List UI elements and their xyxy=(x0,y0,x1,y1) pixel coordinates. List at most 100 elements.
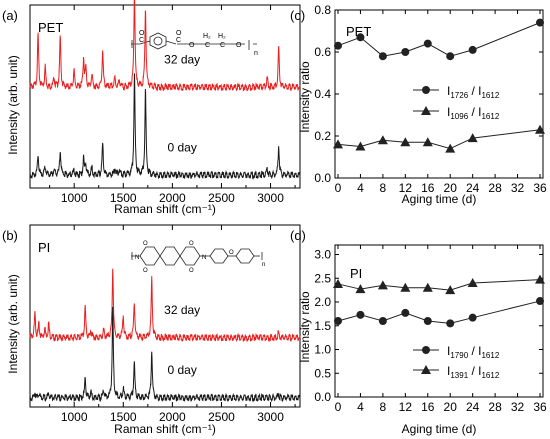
panel-c-data-point xyxy=(445,143,456,153)
panel-c-legend-label: I1096 / I1612 xyxy=(447,105,500,121)
panel-d-x-tick-label: 16 xyxy=(421,400,435,414)
panel-a-sample-label: PET xyxy=(38,20,63,35)
panel-b-x-axis-label: Raman shift (cm⁻¹) xyxy=(114,422,216,436)
panel-d-y-tick-label: 0.5 xyxy=(314,366,331,380)
panel-d-y-tick-label: 1.5 xyxy=(314,319,331,333)
panel-d-data-point xyxy=(377,280,388,290)
panel-b-x-tick-label: 2500 xyxy=(208,410,235,424)
panel-d-data-point xyxy=(333,278,343,288)
panel-d-x-tick-label: 12 xyxy=(399,400,413,414)
panel-a-raman-pet: (a) PET Intensity (arb. unit) Raman shif… xyxy=(2,0,301,216)
panel-c-data-point xyxy=(535,124,545,134)
panel-d-legend-marker xyxy=(421,365,431,374)
panel-d-legend-marker xyxy=(422,346,430,354)
svg-text:O: O xyxy=(189,42,195,49)
svg-text:C: C xyxy=(139,37,144,44)
panel-a-frame xyxy=(29,4,301,189)
panel-a-x-tick-label: 2500 xyxy=(208,191,235,205)
panel-d-y-axis-label: Intensity ratio xyxy=(298,291,312,363)
panel-d-sample-label: PI xyxy=(350,266,362,281)
panel-a-spectrum-line xyxy=(29,73,301,180)
svg-text:O: O xyxy=(143,241,148,247)
panel-d-data-point xyxy=(401,308,410,317)
panel-c-data-point xyxy=(536,18,544,27)
panel-d-y-tick-label: 1.0 xyxy=(314,343,331,357)
panel-c-x-axis-label: Aging time (d) xyxy=(402,192,477,206)
panel-b-series-label: 32 day xyxy=(164,303,200,317)
panel-d-data-point xyxy=(378,317,387,325)
panel-d-data-point xyxy=(468,313,477,322)
svg-text:O: O xyxy=(236,42,242,49)
panel-c-data-point xyxy=(468,45,477,54)
panel-c-label: (c) xyxy=(290,8,305,23)
panel-c-y-axis-label: Intensity ratio xyxy=(298,61,312,133)
pet-structure-drawing xyxy=(131,32,257,50)
panel-d-data-point xyxy=(467,278,478,287)
panel-c-x-tick-label: 16 xyxy=(421,181,435,195)
panel-b-series-label: 0 day xyxy=(168,363,197,377)
panel-d-x-tick-label: 32 xyxy=(511,400,525,414)
panel-c-y-tick-label: 0.6 xyxy=(314,45,331,59)
panel-a-series-label: 0 day xyxy=(168,140,197,154)
panel-b-spectrum-line xyxy=(29,306,301,403)
svg-text:n: n xyxy=(254,50,258,57)
panel-c-x-tick-label: 8 xyxy=(380,181,387,195)
panel-c-x-tick-label: 24 xyxy=(466,181,480,195)
panel-d-legend-label: I1790 / I1612 xyxy=(447,344,500,360)
panel-d-x-tick-label: 4 xyxy=(357,400,364,414)
panel-d-data-point xyxy=(423,317,432,325)
panel-b-x-tick-label: 1000 xyxy=(61,410,88,424)
panel-c-data-point xyxy=(423,39,432,48)
panel-d-x-tick-label: 24 xyxy=(466,400,480,414)
panel-d-series-line xyxy=(337,279,541,291)
panel-b-x-tick-label: 2000 xyxy=(159,410,186,424)
panel-c-data-point xyxy=(378,52,387,61)
panel-c-data-point xyxy=(377,135,388,145)
panel-c-y-tick-label: 0.8 xyxy=(314,3,331,17)
pi-structure-atoms: O O O O N N O n xyxy=(135,241,265,274)
panel-a-x-tick-label: 1000 xyxy=(61,191,88,205)
svg-text:C: C xyxy=(220,42,225,49)
panel-c-data-point xyxy=(356,33,365,42)
panel-c-data-point xyxy=(467,133,478,143)
panel-d-data-point xyxy=(535,274,545,284)
pi-structure-drawing xyxy=(131,246,263,266)
panel-c-legend-marker xyxy=(422,86,430,94)
svg-text:O: O xyxy=(189,241,194,247)
panel-c-y-tick-label: 0.2 xyxy=(314,129,331,143)
panel-c-x-tick-label: 0 xyxy=(335,181,342,195)
panel-a-series-label: 32 day xyxy=(164,53,200,67)
panel-b-raman-pi: (b) PI Intensity (arb. unit) Raman shift… xyxy=(2,224,301,436)
panel-c-data-point xyxy=(334,41,342,50)
svg-text:O: O xyxy=(189,268,194,274)
svg-text:O: O xyxy=(176,30,182,37)
panel-c-legend-label: I1726 / I1612 xyxy=(447,84,500,100)
svg-text:N: N xyxy=(202,255,206,261)
panel-c-data-point xyxy=(422,137,433,147)
panel-a-spectrum-line xyxy=(29,0,301,92)
panel-d-data-point xyxy=(422,282,433,292)
panel-d-x-tick-label: 28 xyxy=(488,400,502,414)
panel-d-label: (d) xyxy=(290,228,306,243)
panel-d-y-tick-label: 0.0 xyxy=(314,390,331,404)
panel-a-x-tick-label: 1500 xyxy=(110,191,137,205)
panel-d-y-tick-label: 3.0 xyxy=(314,248,331,262)
panel-b-sample-label: PI xyxy=(38,240,50,255)
svg-text:O: O xyxy=(139,30,145,37)
panel-c-sample-label: PET xyxy=(346,24,371,39)
panel-c-y-tick-label: 0.0 xyxy=(314,171,331,185)
panel-d-series-line xyxy=(337,300,541,324)
panel-c-data-point xyxy=(333,139,343,149)
panel-d-y-tick-label: 2.5 xyxy=(314,271,331,285)
panel-b-frame xyxy=(29,224,301,408)
svg-text:C: C xyxy=(176,37,181,44)
panel-c-data-point xyxy=(355,141,366,151)
panel-d-y-tick-label: 2.0 xyxy=(314,295,331,309)
panel-b-label: (b) xyxy=(2,228,18,243)
panel-d-x-tick-label: 36 xyxy=(533,400,547,414)
panel-d-x-tick-label: 20 xyxy=(444,400,458,414)
panel-d-ratio-pi: (d) PI Intensity ratio Aging time (d) 0 4… xyxy=(290,228,547,436)
panel-c-data-point xyxy=(401,48,410,56)
panel-c-ratio-pet: (c) PET Intensity ratio Aging time (d) 0… xyxy=(290,3,547,206)
panel-a-x-tick-label: 2000 xyxy=(159,191,186,205)
